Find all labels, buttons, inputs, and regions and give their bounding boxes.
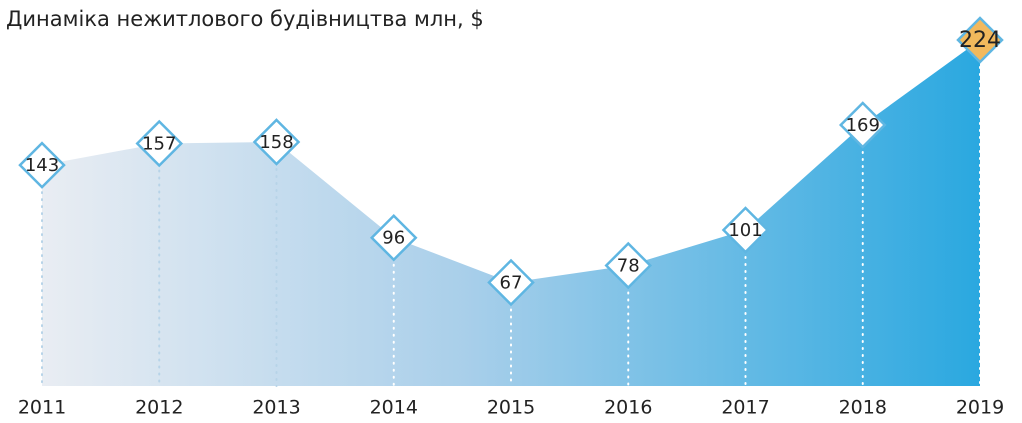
value-label: 101 xyxy=(728,220,762,241)
x-tick-label: 2011 xyxy=(18,397,66,419)
x-tick-label: 2019 xyxy=(956,397,1004,419)
marker xyxy=(369,213,418,262)
marker xyxy=(604,241,653,290)
marker xyxy=(487,258,535,307)
marker xyxy=(721,206,770,254)
marker xyxy=(135,119,184,168)
value-label: 224 xyxy=(959,28,1001,53)
marker xyxy=(838,101,887,149)
x-tick-label: 2018 xyxy=(839,397,887,419)
x-tick-label: 2017 xyxy=(721,397,769,419)
value-label: 67 xyxy=(500,273,523,294)
x-tick-label: 2014 xyxy=(370,397,418,419)
value-label: 78 xyxy=(617,256,640,277)
x-tick-label: 2013 xyxy=(252,397,300,419)
chart-title: Динаміка нежитлового будівництва млн, $ xyxy=(6,7,484,31)
value-label: 143 xyxy=(25,155,59,176)
value-label: 169 xyxy=(846,115,880,136)
marker xyxy=(18,141,66,189)
x-tick-label: 2015 xyxy=(487,397,535,419)
value-label: 157 xyxy=(142,133,176,154)
value-label: 96 xyxy=(382,228,405,249)
area xyxy=(42,40,980,386)
marker xyxy=(956,16,1004,64)
x-tick-label: 2016 xyxy=(604,397,652,419)
value-label: 158 xyxy=(259,132,293,153)
x-tick-label: 2012 xyxy=(135,397,183,419)
marker xyxy=(252,118,301,166)
